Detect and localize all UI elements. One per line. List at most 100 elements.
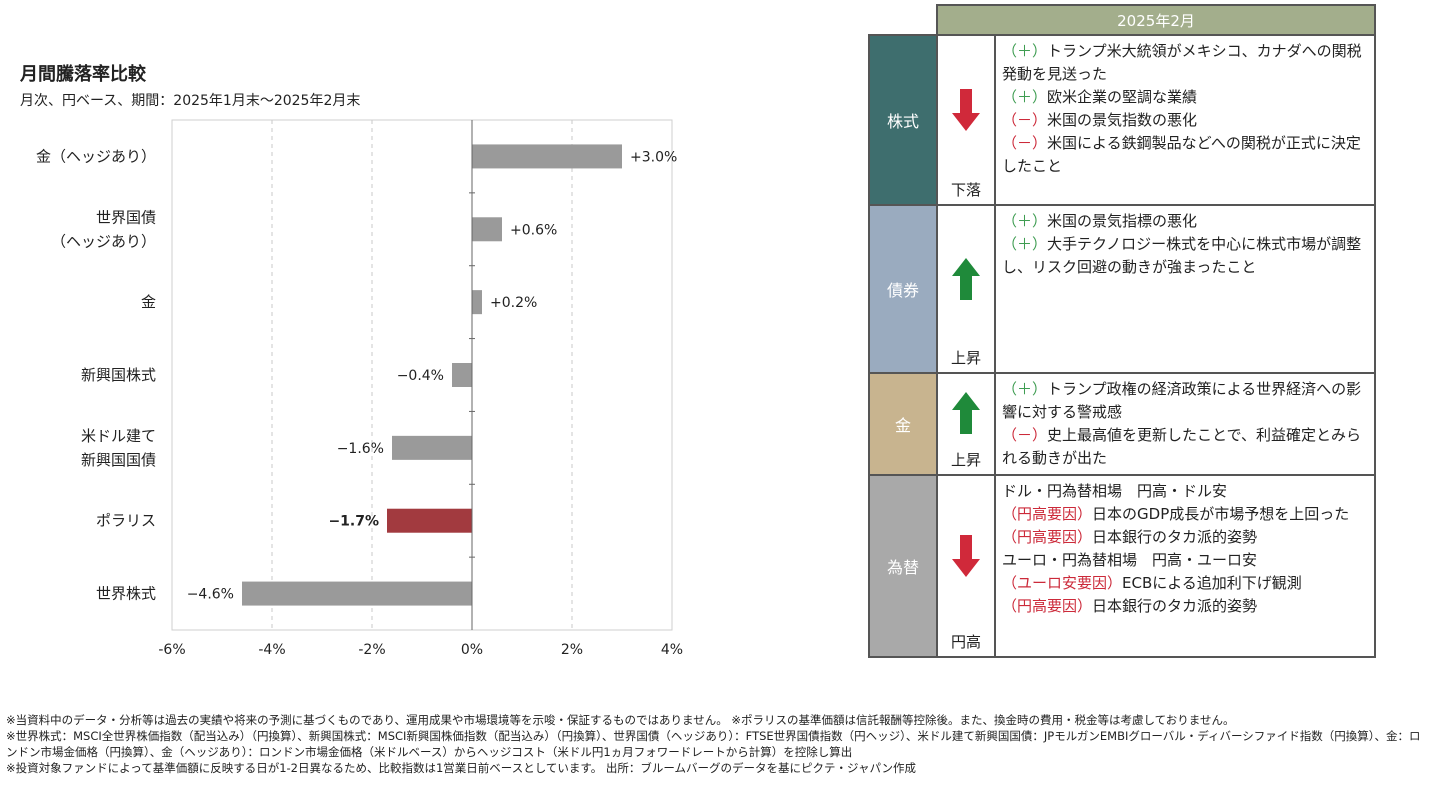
down-arrow-icon — [952, 535, 980, 577]
footnote: ※投資対象ファンドによって基準価額に反映する日が1-2日異なるため、比較指数は1… — [6, 761, 917, 775]
factor-line: ユーロ・円為替相場 円高・ユーロ安 — [1002, 549, 1370, 572]
factor-description: 史上最高値を更新したことで、利益確定とみられる動きが出た — [1002, 426, 1361, 467]
factor-description: トランプ米大統領がメキシコ、カナダへの関税発動を見送った — [1002, 42, 1362, 83]
bar — [387, 508, 472, 533]
x-tick-label: 0% — [461, 642, 483, 658]
factor-tag: （＋） — [1002, 212, 1048, 230]
category-label: ポラリス — [96, 512, 156, 530]
category-label: 米ドル建て — [81, 427, 156, 445]
factor-text: （＋）トランプ政権の経済政策による世界経済への影響に対する警戒感 （－）史上最高値… — [994, 372, 1376, 476]
factor-description: 米国の景気指数の悪化 — [1047, 111, 1198, 129]
bar — [472, 144, 622, 169]
direction-label: 円高 — [950, 633, 981, 651]
footnotes: ※当資料中のデータ・分析等は過去の実績や将来の予測に基づくものであり、運用成果や… — [6, 712, 1426, 776]
factor-text: （＋）トランプ米大統領がメキシコ、カナダへの関税発動を見送った （＋）欧米企業の堅… — [994, 34, 1376, 206]
direction-cell: 円高 — [936, 474, 996, 658]
bar — [242, 581, 472, 606]
data-label: −1.7% — [328, 514, 379, 530]
data-label: +0.2% — [490, 295, 537, 311]
x-tick-label: -4% — [258, 642, 285, 658]
direction-cell: 上昇 — [936, 372, 996, 476]
factor-line: （＋）大手テクノロジー株式を中心に株式市場が調整し、リスク回避の動きが強まったこ… — [1002, 233, 1370, 279]
event-row: 金上昇 （＋）トランプ政権の経済政策による世界経済への影響に対する警戒感 （－）史上… — [868, 372, 1376, 476]
factor-line: （－）米国による鉄鋼製品などへの関税が正式に決定したこと — [1002, 132, 1370, 178]
data-label: −1.6% — [337, 441, 384, 457]
data-label: +3.0% — [630, 149, 677, 165]
factor-description: ユーロ・円為替相場 円高・ユーロ安 — [1002, 551, 1258, 569]
factor-description: 米国の景気指標の悪化 — [1047, 212, 1198, 230]
bar — [472, 290, 482, 315]
factor-tag: （円高要因） — [1002, 528, 1093, 546]
asset-class-label: 債券 — [868, 204, 938, 374]
factor-tag: （ユーロ安要因） — [1002, 574, 1123, 592]
footnote: ※当資料中のデータ・分析等は過去の実績や将来の予測に基づくものであり、運用成果や… — [6, 713, 1235, 727]
factor-description: 日本銀行のタカ派的姿勢 — [1092, 597, 1258, 615]
category-label: 世界株式 — [96, 585, 156, 603]
factor-line: （－）米国の景気指数の悪化 — [1002, 109, 1370, 132]
event-row: 債券 上昇 （＋）米国の景気指標の悪化 （＋）大手テクノロジー株式を中心に株式市場が調… — [868, 204, 1376, 374]
bar — [452, 363, 472, 387]
asset-class-label: 株式 — [868, 34, 938, 206]
factor-text: ドル・円為替相場 円高・ドル安 （円高要因）日本のGDP成長が市場予想を上回った（… — [994, 474, 1376, 658]
month-header: 2025年2月 — [936, 4, 1376, 36]
asset-class-label: 為替 — [868, 474, 938, 658]
market-events-table: 2025年2月 株式 下落 （＋）トランプ米大統領がメキシコ、カナダへの関税発動を見… — [868, 4, 1376, 658]
direction-cell: 上昇 — [936, 204, 996, 374]
factor-line: （ユーロ安要因）ECBによる追加利下げ観測 — [1002, 572, 1370, 595]
factor-line: （＋）トランプ米大統領がメキシコ、カナダへの関税発動を見送った — [1002, 40, 1370, 86]
factor-tag: （＋） — [1002, 42, 1048, 60]
category-label: （ヘッジあり） — [51, 232, 156, 250]
factor-tag: （円高要因） — [1002, 597, 1093, 615]
direction-cell: 下落 — [936, 34, 996, 206]
down-arrow-icon — [952, 89, 980, 131]
data-label: −4.6% — [187, 587, 234, 603]
factor-line: （＋）トランプ政権の経済政策による世界経済への影響に対する警戒感 — [1002, 378, 1370, 424]
footnote: ※世界株式：MSCI全世界株価指数（配当込み）（円換算）、新興国株式：MSCI新… — [6, 729, 1421, 759]
up-arrow-icon — [952, 392, 980, 434]
event-row: 株式 下落 （＋）トランプ米大統領がメキシコ、カナダへの関税発動を見送った （＋）欧米… — [868, 34, 1376, 206]
direction-label: 上昇 — [950, 349, 981, 367]
bar-chart: +3.0% 金（ヘッジあり） +0.6% 世界国債 （ヘッジあり） +0.2% 金 −0.4%… — [36, 119, 683, 658]
chart-title: 月間騰落率比較 — [20, 64, 146, 85]
factor-tag: （－） — [1002, 134, 1048, 152]
bar — [392, 435, 472, 460]
factor-description: ECBによる追加利下げ観測 — [1122, 574, 1302, 592]
asset-class-label: 金 — [868, 372, 938, 476]
factor-tag: （＋） — [1002, 235, 1048, 253]
direction-label: 上昇 — [950, 451, 981, 469]
event-row: 為替 円高 ドル・円為替相場 円高・ドル安 （円高要因）日本のGDP成長が市場予想を上… — [868, 474, 1376, 658]
category-label: 金 — [141, 293, 156, 311]
x-tick-label: -6% — [158, 642, 185, 658]
category-label: 金（ヘッジあり） — [36, 147, 156, 165]
data-label: −0.4% — [397, 368, 444, 384]
factor-description: 欧米企業の堅調な業績 — [1047, 88, 1198, 106]
chart-subtitle: 月次、円ベース、期間：2025年1月末～2025年2月末 — [20, 93, 361, 109]
factor-tag: （＋） — [1002, 380, 1048, 398]
category-label: 新興国国債 — [81, 451, 156, 469]
factor-line: （円高要因）日本のGDP成長が市場予想を上回った — [1002, 503, 1370, 526]
factor-description: 米国による鉄鋼製品などへの関税が正式に決定したこと — [1002, 134, 1361, 175]
category-label: 世界国債 — [96, 208, 156, 226]
x-tick-label: 2% — [561, 642, 583, 658]
factor-description: ドル・円為替相場 円高・ドル安 — [1002, 482, 1228, 500]
factor-tag: （＋） — [1002, 88, 1048, 106]
factor-line: （＋）米国の景気指標の悪化 — [1002, 210, 1370, 233]
category-label: 新興国株式 — [81, 366, 156, 384]
factor-line: （円高要因）日本銀行のタカ派的姿勢 — [1002, 595, 1370, 618]
data-label: +0.6% — [510, 222, 557, 238]
factor-line: （円高要因）日本銀行のタカ派的姿勢 — [1002, 526, 1370, 549]
x-tick-label: 4% — [661, 642, 683, 658]
bar — [472, 217, 502, 242]
factor-line: （＋）欧米企業の堅調な業績 — [1002, 86, 1370, 109]
factor-tag: （円高要因） — [1002, 505, 1093, 523]
factor-line: （－）史上最高値を更新したことで、利益確定とみられる動きが出た — [1002, 424, 1370, 470]
factor-tag: （－） — [1002, 111, 1048, 129]
factor-description: 日本のGDP成長が市場予想を上回った — [1092, 505, 1350, 523]
direction-label: 下落 — [950, 181, 981, 199]
factor-line: ドル・円為替相場 円高・ドル安 — [1002, 480, 1370, 503]
plot-area — [171, 119, 673, 631]
factor-description: トランプ政権の経済政策による世界経済への影響に対する警戒感 — [1002, 380, 1362, 421]
factor-text: （＋）米国の景気指標の悪化 （＋）大手テクノロジー株式を中心に株式市場が調整し、リ… — [994, 204, 1376, 374]
factor-description: 日本銀行のタカ派的姿勢 — [1092, 528, 1258, 546]
x-tick-label: -2% — [358, 642, 385, 658]
